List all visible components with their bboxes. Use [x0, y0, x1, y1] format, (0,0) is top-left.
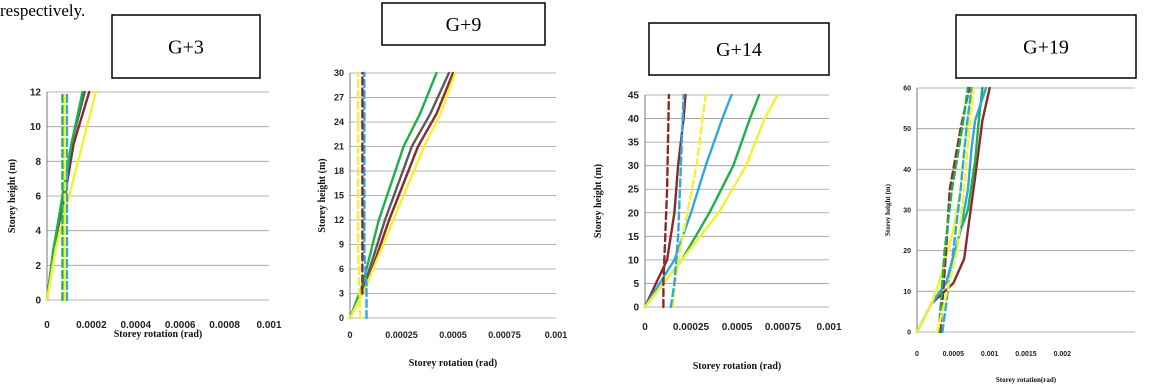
- y-axis-title: Storey height (m): [317, 158, 328, 232]
- chart-gplus14: G+14 0 5 10 15 20 25 30 35 40 45 0 0.00025 0.0005 0.00…: [593, 22, 842, 372]
- chart-title-box: [648, 22, 830, 76]
- y-tick-label: 3: [339, 289, 344, 299]
- x-tick-label: 0.00075: [488, 330, 521, 340]
- dashed-series-line: [936, 86, 975, 334]
- dashed-series-line: [669, 93, 685, 309]
- y-tick-label: 27: [334, 93, 344, 103]
- y-tick-label: 20: [903, 248, 911, 255]
- y-tick-label: 4: [35, 226, 41, 237]
- x-tick-label: 0.0015: [1015, 351, 1037, 358]
- x-tick-label: 0.0005: [943, 351, 965, 358]
- y-tick-label: 25: [628, 185, 640, 196]
- y-tick-label: 50: [903, 126, 911, 133]
- dashed-series-line: [671, 93, 707, 309]
- y-tick-label: 8: [35, 157, 41, 168]
- chart-gplus3: G+3 0 2 4 6 8 10 12 0 0.0002 0.0004 0.0006 0.0008 0.0…: [7, 14, 282, 340]
- x-tick-label: 0.001: [981, 351, 999, 358]
- y-tick-label: 10: [30, 122, 42, 133]
- y-tick-label: 60: [903, 85, 911, 92]
- series-line: [643, 93, 733, 309]
- chart-title: G+14: [716, 39, 762, 61]
- x-axis-title: Storey rotation(rad): [996, 376, 1057, 384]
- y-tick-label: 30: [903, 207, 911, 214]
- y-tick-label: 45: [628, 91, 640, 102]
- x-tick-label: 0.0006: [165, 320, 196, 331]
- y-tick-label: 30: [628, 161, 640, 172]
- dashed-series-line: [363, 71, 368, 320]
- x-tick-label: 0.001: [545, 330, 568, 340]
- x-tick-label: 0.001: [256, 320, 281, 331]
- dashed-series-line: [662, 93, 671, 309]
- chart-gplus9: G+9 0 3 6 9 12 15 18 21 24 27 30 0 0.00025 0.0005 0.000…: [317, 2, 568, 369]
- y-tick-label: 35: [628, 138, 640, 149]
- y-tick-label: 15: [628, 232, 640, 243]
- x-tick-label: 0: [915, 351, 919, 358]
- y-tick-label: 6: [35, 192, 41, 203]
- y-tick-label: 12: [334, 215, 344, 225]
- x-tick-label: 0.002: [1054, 351, 1072, 358]
- x-tick-label: 0: [44, 320, 50, 331]
- x-tick-label: 0.00075: [765, 322, 802, 333]
- chart-title: G+3: [168, 37, 204, 59]
- x-axis-title: Storey rotation (rad): [114, 329, 203, 340]
- chart-title: G+19: [1023, 37, 1069, 59]
- y-axis-title: Storey height (m): [7, 159, 18, 233]
- y-tick-label: 9: [339, 240, 344, 250]
- y-tick-label: 40: [903, 167, 911, 174]
- x-axis-title: Storey rotation (rad): [693, 361, 782, 372]
- y-axis-title: Storey height (m): [884, 183, 892, 236]
- y-tick-label: 0: [35, 296, 41, 307]
- y-tick-label: 0: [907, 329, 911, 336]
- y-axis-title: Storey height (m): [593, 164, 604, 238]
- y-tick-label: 5: [633, 279, 639, 290]
- y-tick-label: 21: [334, 142, 344, 152]
- x-tick-label: 0.0004: [121, 320, 152, 331]
- chart-title-box: [955, 14, 1137, 79]
- chart-gplus19: G+19 0 10 20 30 40 50 60 0 0.0005 0.001 0.0015 0.002…: [884, 14, 1137, 384]
- x-tick-label: 0.0005: [722, 322, 753, 333]
- y-tick-label: 10: [903, 289, 911, 296]
- y-tick-label: 10: [628, 255, 640, 266]
- x-tick-label: 0: [347, 330, 352, 340]
- x-tick-label: 0.0005: [439, 330, 467, 340]
- series-line: [45, 90, 98, 302]
- dashed-series-line: [357, 71, 362, 320]
- y-tick-label: 12: [30, 88, 42, 99]
- x-tick-label: 0.00025: [673, 322, 710, 333]
- y-tick-label: 24: [334, 117, 344, 127]
- y-tick-label: 30: [334, 68, 344, 78]
- y-tick-label: 15: [334, 191, 344, 201]
- series-line: [915, 86, 991, 334]
- dashed-series-line: [939, 86, 971, 334]
- x-tick-label: 0.0002: [76, 320, 107, 331]
- chart-title-box: [111, 14, 261, 79]
- y-tick-label: 0: [633, 303, 639, 314]
- dashed-series-line: [937, 86, 970, 334]
- y-tick-label: 6: [339, 264, 344, 274]
- x-tick-label: 0.0008: [209, 320, 240, 331]
- x-tick-label: 0.001: [816, 322, 841, 333]
- intro-text: respectively.: [0, 1, 86, 20]
- chart-title: G+9: [446, 14, 482, 36]
- y-tick-label: 18: [334, 166, 344, 176]
- y-tick-label: 20: [628, 208, 640, 219]
- y-tick-label: 2: [35, 261, 41, 272]
- chart-title-box: [381, 2, 546, 46]
- x-axis-title: Storey rotation (rad): [409, 358, 498, 369]
- series-line: [348, 71, 457, 320]
- x-tick-label: 0: [642, 322, 648, 333]
- y-tick-label: 0: [339, 313, 344, 323]
- x-tick-label: 0.00025: [385, 330, 418, 340]
- y-tick-label: 40: [628, 114, 640, 125]
